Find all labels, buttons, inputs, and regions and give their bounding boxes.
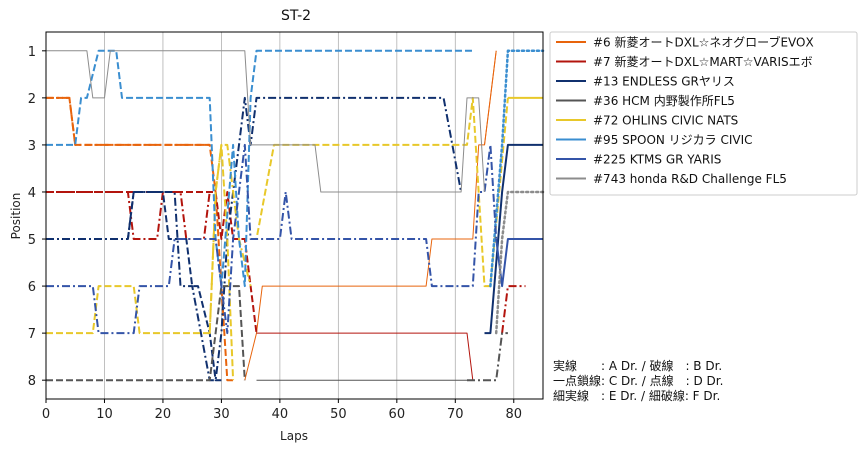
series-5 (46, 49, 545, 288)
x-tick-label: 30 (213, 407, 230, 422)
series-7 (46, 50, 545, 335)
legend-entry: #7 新菱オートDXL☆MART☆VARISエボ (593, 54, 813, 69)
legend-entry: #72 OHLINS CIVIC NATS (593, 114, 738, 128)
series-line (250, 96, 509, 288)
y-tick-label: 6 (28, 280, 36, 295)
x-tick-label: 80 (505, 407, 522, 422)
series-line (484, 50, 497, 145)
series-line (46, 49, 473, 288)
legend-entry: #13 ENDLESS GRヤリス (593, 75, 735, 89)
legend-box (549, 31, 858, 196)
series-line (244, 50, 497, 381)
series-line (46, 191, 258, 334)
series-line (489, 49, 545, 288)
note-line: 細実線 : E Dr. / 細破線: F Dr. (553, 388, 720, 403)
series-line (46, 96, 234, 382)
series-line (46, 50, 485, 193)
series-line (494, 190, 545, 335)
legend: #6 新菱オートDXL☆ネオグローブEVOⅩ #7 新菱オートDXL☆MART☆V… (549, 31, 858, 196)
y-tick-label: 1 (28, 45, 36, 60)
grid-lines (45, 32, 515, 399)
x-axis: 0 10 20 30 40 50 60 70 80 (42, 399, 522, 422)
x-tick-label: 70 (447, 407, 464, 422)
x-tick-label: 10 (96, 407, 113, 422)
note-line: 実線 : A Dr. / 破線 : B Dr. (553, 358, 722, 373)
series-line (46, 96, 210, 146)
y-tick-label: 5 (28, 233, 36, 248)
series-line (46, 143, 235, 381)
x-tick-label: 20 (155, 407, 172, 422)
x-axis-label: Laps (280, 429, 308, 443)
legend-entry: #743 honda R&D Challenge FL5 (593, 172, 787, 186)
series-line (256, 332, 474, 381)
chart-title: ST-2 (281, 8, 311, 24)
x-tick-label: 50 (330, 407, 347, 422)
series-0 (46, 50, 497, 382)
x-tick-label: 40 (272, 407, 289, 422)
series-6 (46, 143, 543, 335)
series-3 (46, 285, 508, 382)
legend-entry: #6 新菱オートDXL☆ネオグローブEVOⅩ (593, 35, 814, 50)
y-axis: 1 2 3 4 5 6 7 8 (28, 45, 46, 389)
y-tick-label: 2 (28, 92, 36, 107)
series-layer (46, 49, 545, 382)
y-tick-label: 7 (28, 327, 36, 342)
plot-frame (45, 31, 544, 400)
series-line (46, 143, 498, 335)
series-line (126, 191, 222, 382)
legend-entry: #225 KTMS GR YARIS (593, 153, 721, 167)
y-tick-label: 4 (28, 186, 36, 201)
y-axis-label: Position (9, 193, 23, 240)
series-line (501, 285, 526, 334)
legend-entry: #36 HCM 内野製作所FL5 (593, 94, 735, 108)
series-line (467, 332, 508, 382)
series-line (46, 285, 246, 382)
series-line (484, 143, 543, 335)
x-tick-label: 60 (389, 407, 406, 422)
y-tick-label: 8 (28, 374, 36, 389)
x-tick-label: 0 (42, 407, 50, 422)
series-2 (46, 96, 543, 382)
legend-entry: #95 SPOON リジカラ CIVIC (593, 133, 753, 147)
driver-style-notes: 実線 : A Dr. / 破線 : B Dr.一点鎖線: C Dr. / 点線 … (553, 358, 723, 403)
series-line (495, 238, 543, 288)
note-line: 一点鎖線: C Dr. / 点線 : D Dr. (553, 373, 723, 388)
y-tick-label: 3 (28, 139, 36, 154)
